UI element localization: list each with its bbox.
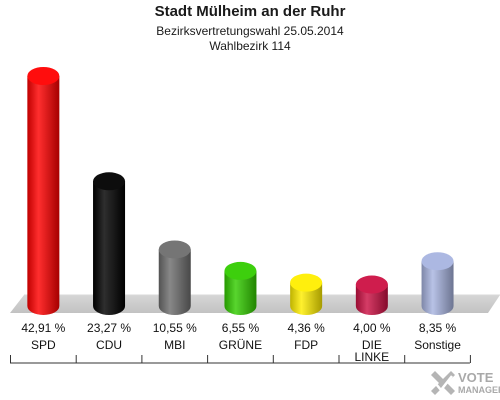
category-label: DIE xyxy=(362,338,382,352)
bar-body xyxy=(224,270,257,315)
category-label: CDU xyxy=(96,338,122,352)
bar-body xyxy=(27,76,60,315)
bar-fdp xyxy=(290,273,323,315)
value-labels-group: 42,91 % 23,27 % 10,55 % 6,55 % 4,36 % 4,00 % 8… xyxy=(21,321,456,335)
category-label: FDP xyxy=(294,338,318,352)
bar-die-linke xyxy=(355,275,388,315)
bar-body xyxy=(421,261,454,315)
vote-manager-logo: VOTE MANAGER xyxy=(428,368,500,398)
value-label: 42,91 % xyxy=(21,321,65,335)
bar-body xyxy=(290,282,323,315)
bar-cdu xyxy=(93,172,126,315)
bar-grüne xyxy=(224,261,257,315)
check-ballot-icon xyxy=(431,371,455,395)
watermark-line1: VOTE xyxy=(458,370,494,385)
value-label: 10,55 % xyxy=(153,321,197,335)
bar-sonstige xyxy=(421,252,454,315)
category-label: GRÜNE xyxy=(219,338,262,352)
bar-body xyxy=(93,181,126,315)
category-label: Sonstige xyxy=(414,338,461,352)
bar-top-cap xyxy=(421,252,454,271)
category-label: MBI xyxy=(164,338,185,352)
chart-subtitle-district: Wahlbezirk 114 xyxy=(209,39,291,53)
bar-top-cap xyxy=(93,172,126,191)
bar-spd xyxy=(27,67,60,315)
bar-top-cap xyxy=(355,275,388,294)
value-label: 4,36 % xyxy=(287,321,325,335)
chart-subtitle: Bezirksvertretungswahl 25.05.2014 xyxy=(156,24,344,38)
value-label: 6,55 % xyxy=(222,321,260,335)
bar-mbi xyxy=(158,240,191,315)
category-label: LINKE xyxy=(355,350,390,364)
bar-top-cap xyxy=(158,240,191,259)
bar-top-cap xyxy=(27,67,60,85)
bar-top-cap xyxy=(290,273,323,292)
value-label: 4,00 % xyxy=(353,321,391,335)
bars-group xyxy=(27,67,454,315)
category-label: SPD xyxy=(31,338,56,352)
bar-body xyxy=(158,249,191,315)
watermark-line2: MANAGER xyxy=(458,385,500,395)
value-label: 23,27 % xyxy=(87,321,131,335)
bar-top-cap xyxy=(224,261,257,280)
chart-title: Stadt Mülheim an der Ruhr xyxy=(154,3,346,20)
value-label: 8,35 % xyxy=(419,321,457,335)
